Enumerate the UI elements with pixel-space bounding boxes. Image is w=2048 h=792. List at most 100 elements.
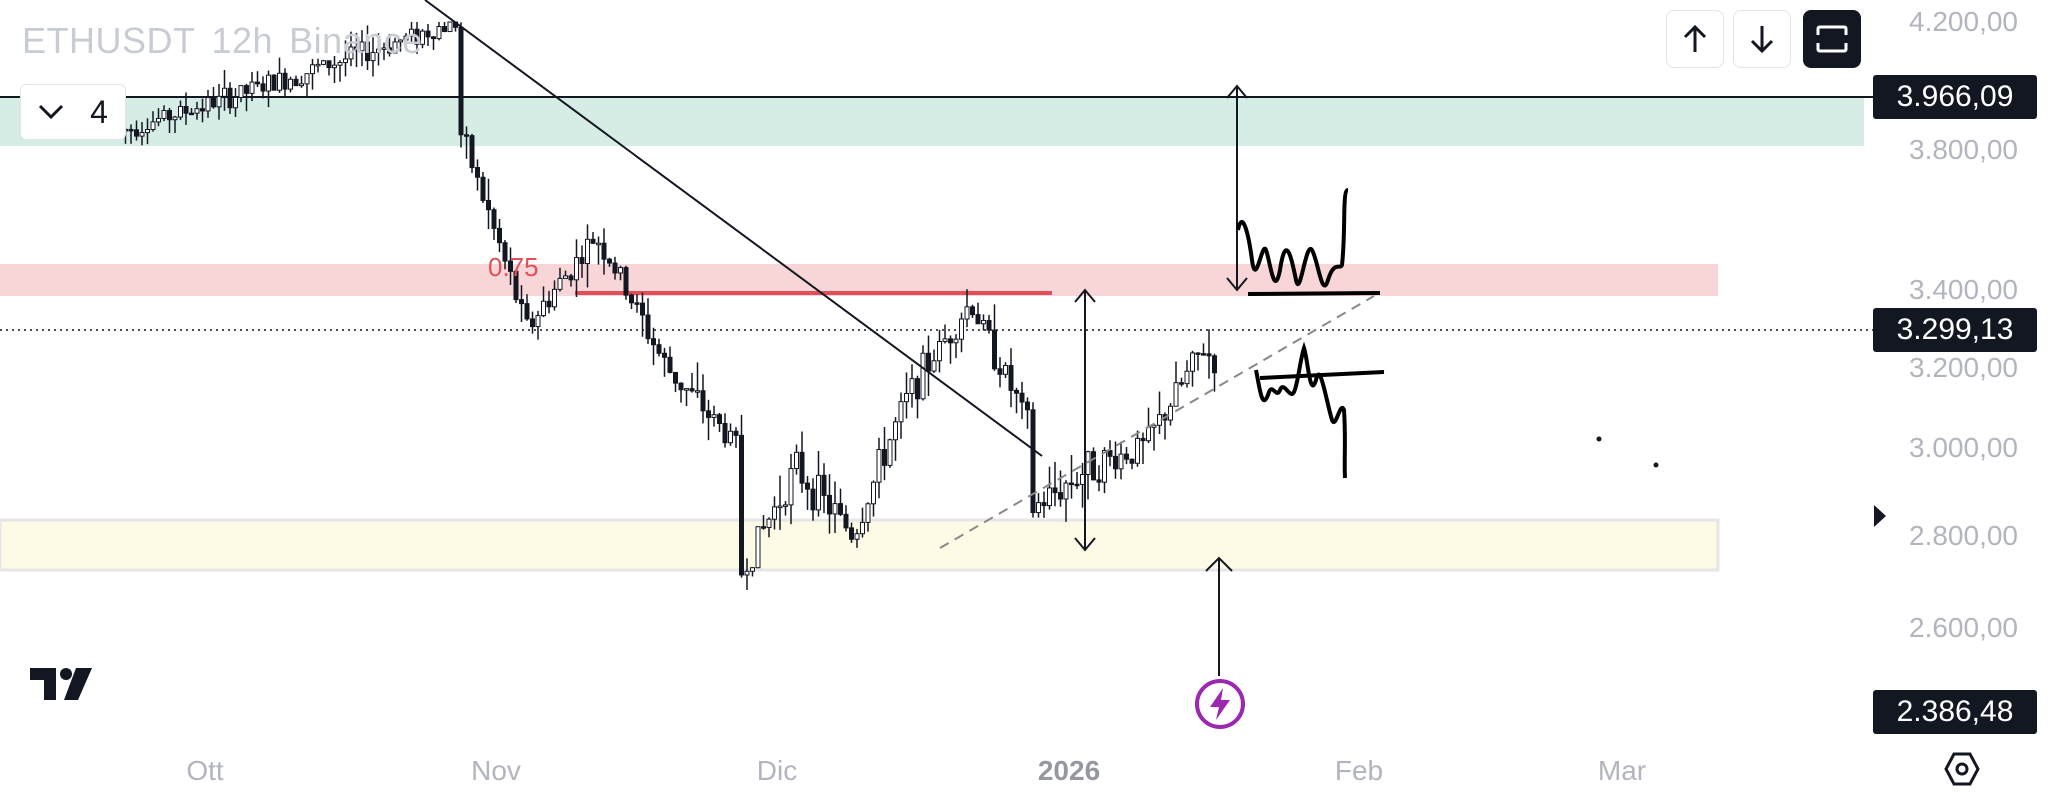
candle-body bbox=[865, 503, 871, 523]
candle-body bbox=[172, 116, 178, 121]
candle-body bbox=[205, 97, 211, 112]
arrow-up-icon bbox=[1683, 24, 1707, 52]
time-label: Nov bbox=[471, 755, 521, 786]
candle-body bbox=[942, 338, 948, 343]
indicators-collapse-button[interactable]: 4 bbox=[20, 84, 126, 140]
candle-body bbox=[832, 503, 838, 515]
time-label: Mar bbox=[1597, 755, 1647, 786]
candle-body bbox=[667, 356, 673, 373]
candle-body bbox=[530, 318, 535, 328]
price-tick: 2.600,00 bbox=[1909, 612, 2018, 643]
candle-body bbox=[1107, 449, 1113, 457]
candle-body bbox=[799, 451, 805, 484]
candle-body bbox=[464, 134, 469, 137]
measure-arrow-right[interactable] bbox=[1226, 84, 1248, 292]
candle-body bbox=[1168, 405, 1173, 421]
target-arrow-up[interactable] bbox=[1205, 556, 1233, 676]
candle-body bbox=[414, 28, 420, 45]
candle-body bbox=[640, 302, 645, 316]
candle-body bbox=[348, 46, 354, 60]
candle-body bbox=[420, 30, 425, 45]
candle-body bbox=[700, 390, 706, 412]
candle-body bbox=[1124, 453, 1129, 460]
candle-body bbox=[854, 533, 860, 540]
candle-body bbox=[634, 302, 640, 305]
candle-body bbox=[475, 167, 480, 178]
symbol-name: ETHUSDT bbox=[22, 20, 196, 61]
downtrend-line[interactable] bbox=[424, 0, 1043, 457]
candle-body bbox=[810, 488, 816, 511]
price-tick: 4.200,00 bbox=[1909, 6, 2018, 37]
play-right-icon[interactable] bbox=[1872, 503, 1888, 534]
candle-body bbox=[1052, 487, 1058, 494]
lightning-event-icon[interactable] bbox=[1194, 678, 1246, 735]
candle-body bbox=[403, 35, 409, 41]
candle-body bbox=[249, 81, 255, 94]
candle-body bbox=[277, 72, 282, 91]
candle-body bbox=[711, 414, 717, 418]
candle-body bbox=[766, 518, 772, 528]
candle-body bbox=[546, 300, 552, 308]
candle-body bbox=[887, 439, 893, 466]
demand-zone bbox=[0, 518, 1720, 572]
candle-body bbox=[354, 46, 359, 52]
candle-body bbox=[574, 257, 579, 281]
candle-body bbox=[1195, 352, 1201, 355]
time-label: Ott bbox=[186, 755, 224, 786]
candle-body bbox=[244, 85, 249, 94]
candle-body bbox=[189, 112, 194, 116]
exchange-label: Binance bbox=[289, 20, 423, 61]
candle-body bbox=[315, 63, 321, 67]
candle-body bbox=[145, 129, 150, 134]
candle-body bbox=[860, 521, 865, 535]
candle-body bbox=[436, 26, 442, 40]
candle-body bbox=[904, 393, 909, 403]
candle-body bbox=[1014, 389, 1019, 394]
candle-body bbox=[816, 474, 821, 511]
candle-body bbox=[805, 482, 810, 490]
candle-body bbox=[1135, 437, 1140, 464]
scroll-down-button[interactable] bbox=[1733, 10, 1791, 68]
candle-body bbox=[590, 238, 596, 244]
candle-body bbox=[491, 209, 497, 229]
scroll-up-button[interactable] bbox=[1666, 10, 1724, 68]
candle-body bbox=[788, 468, 794, 506]
candle-body bbox=[381, 47, 387, 50]
marker-dot bbox=[1596, 436, 1602, 442]
candle-body bbox=[222, 87, 227, 97]
candle-body bbox=[1030, 409, 1036, 514]
settings-icon[interactable] bbox=[1944, 752, 1980, 791]
candle-body bbox=[1118, 453, 1124, 470]
bearish-sketch-base bbox=[1259, 370, 1385, 380]
candle-body bbox=[1025, 401, 1030, 411]
tradingview-logo bbox=[28, 664, 106, 709]
candle-body bbox=[194, 108, 200, 114]
candle-body bbox=[920, 352, 926, 400]
candle-body bbox=[678, 382, 684, 391]
low-price-badge: 2.386,48 bbox=[1873, 690, 2037, 734]
fullscreen-button[interactable] bbox=[1803, 10, 1861, 68]
resistance-zone bbox=[0, 98, 1864, 146]
candle-body bbox=[266, 74, 271, 92]
candle-body bbox=[1008, 365, 1014, 391]
candle-body bbox=[953, 338, 959, 344]
measure-arrow-left[interactable] bbox=[1074, 288, 1096, 552]
candle-body bbox=[447, 21, 453, 33]
time-label: Dic bbox=[756, 755, 798, 786]
candle-body bbox=[618, 267, 623, 274]
candle-body bbox=[486, 199, 491, 211]
arrow-down-icon bbox=[1750, 26, 1774, 54]
candle-body bbox=[282, 72, 288, 90]
candle-body bbox=[541, 300, 546, 317]
candle-body bbox=[623, 267, 629, 296]
candle-body bbox=[882, 449, 887, 466]
candle-body bbox=[233, 96, 238, 109]
candle-body bbox=[964, 306, 970, 320]
symbol-title[interactable]: ETHUSDT 12h Binance bbox=[22, 20, 439, 62]
candle-body bbox=[480, 176, 486, 201]
candle-body bbox=[689, 388, 695, 392]
candle-body bbox=[469, 135, 475, 169]
candle-body bbox=[535, 315, 541, 328]
candle-body bbox=[607, 258, 612, 264]
